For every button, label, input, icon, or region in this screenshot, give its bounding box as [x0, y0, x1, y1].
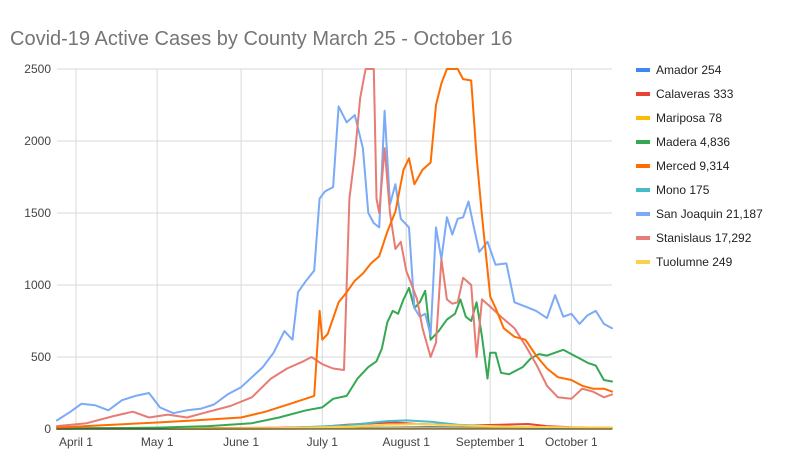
legend-swatch [636, 68, 650, 72]
legend-swatch [636, 116, 650, 120]
legend-swatch [636, 212, 650, 216]
series-line-8 [56, 423, 613, 430]
series-line-4 [56, 68, 613, 429]
legend-swatch [636, 140, 650, 144]
x-axis-ticks: April 1 May 1 June 1 July 1 August 1 Septembe… [59, 435, 598, 449]
series-line-6 [56, 105, 613, 422]
legend-swatch [636, 164, 650, 168]
x-tick-label: July 1 [307, 435, 339, 449]
x-tick-label: June 1 [223, 435, 259, 449]
legend-swatch [636, 188, 650, 192]
y-tick-label: 500 [31, 350, 51, 364]
legend-swatch [636, 236, 650, 240]
y-tick-label: 2500 [24, 62, 51, 76]
legend-label: Tuolumne 249 [656, 255, 733, 269]
y-tick-label: 2000 [24, 134, 51, 148]
legend-label: Calaveras 333 [656, 87, 734, 101]
x-tick-label: April 1 [59, 435, 93, 449]
legend-label: Amador 254 [656, 63, 722, 77]
legend-swatch [636, 92, 650, 96]
legend-label: Mariposa 78 [656, 111, 722, 125]
x-tick-label: September 1 [456, 435, 525, 449]
legend-label: Stanislaus 17,292 [656, 231, 752, 245]
legend-label: Madera 4,836 [656, 135, 730, 149]
series-lines [56, 68, 613, 430]
y-axis-ticks: 0 500 1000 1500 2000 2500 [24, 62, 51, 436]
x-tick-label: October 1 [545, 435, 598, 449]
x-tick-label: August 1 [383, 435, 431, 449]
y-tick-label: 1500 [24, 206, 51, 220]
series-line-7 [56, 68, 613, 428]
legend-label: Mono 175 [656, 183, 710, 197]
legend-label: San Joaquin 21,187 [656, 207, 763, 221]
series-line-3 [56, 286, 613, 430]
y-tick-label: 0 [44, 422, 51, 436]
grid [57, 68, 612, 429]
legend-label: Merced 9,314 [656, 159, 730, 173]
y-tick-label: 1000 [24, 278, 51, 292]
legend-swatch [636, 260, 650, 264]
chart-title: Covid-19 Active Cases by County March 25… [10, 28, 512, 50]
x-tick-label: May 1 [141, 435, 174, 449]
legend: Amador 254 Calaveras 333 Mariposa 78 Madera… [636, 63, 763, 269]
